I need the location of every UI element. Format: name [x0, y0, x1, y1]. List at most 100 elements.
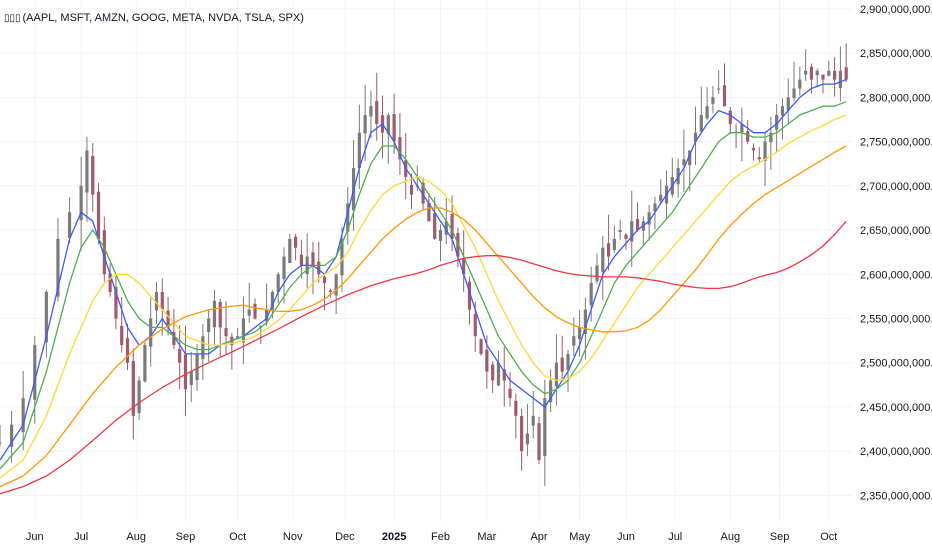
- candle-body: [450, 213, 454, 239]
- y-tick-label: 2,700,000,000.00: [860, 181, 932, 193]
- candle-body: [160, 292, 164, 310]
- candle-body: [728, 110, 732, 124]
- x-tick-label: Jul: [74, 531, 88, 543]
- candle-body: [566, 353, 570, 371]
- x-tick-label: Jun: [26, 531, 44, 543]
- x-tick-label: 2025: [382, 531, 406, 543]
- candle-body: [79, 185, 83, 221]
- candle-body: [560, 357, 564, 372]
- candle-body: [369, 106, 373, 117]
- y-tick-label: 2,850,000,000.00: [860, 48, 932, 60]
- x-tick-label: Aug: [720, 531, 740, 543]
- candle-body: [479, 339, 483, 354]
- candle-body: [21, 398, 25, 433]
- candle-body: [85, 150, 89, 193]
- x-tick-label: Dec: [335, 531, 355, 543]
- candle-body: [56, 238, 60, 297]
- candle-body: [809, 66, 814, 80]
- x-tick-label: Aug: [126, 531, 146, 543]
- candle-body: [438, 230, 443, 241]
- candle-body: [137, 380, 141, 414]
- ma-line-4: [0, 220, 847, 495]
- candle-body: [183, 354, 188, 390]
- candle-body: [433, 213, 437, 239]
- x-tick-label: Sep: [770, 531, 790, 543]
- candle-body: [386, 115, 390, 134]
- legend-symbols-text: (AAPL, MSFT, AMZN, GOOG, META, NVDA, TSL…: [22, 12, 304, 24]
- candle-body: [207, 318, 211, 333]
- ma-line-1: [0, 101, 847, 470]
- candle-body: [757, 157, 761, 160]
- candle-body: [635, 219, 640, 231]
- candle-body: [91, 155, 95, 195]
- candle-body: [178, 349, 182, 363]
- candle-body: [357, 132, 361, 169]
- candle-body: [149, 318, 153, 347]
- candle-body: [792, 88, 796, 99]
- candle-body: [322, 276, 327, 284]
- candle-body: [444, 221, 448, 235]
- candle-body: [282, 256, 286, 280]
- ma-line-3: [0, 145, 847, 488]
- candle-body: [775, 115, 779, 130]
- candle-body: [212, 300, 217, 328]
- candle-body: [114, 287, 118, 319]
- price-axis: 2,350,000,000.00 2,400,000,000.00 2,450,00…: [860, 4, 932, 503]
- candle-body: [659, 194, 663, 201]
- candle-body: [288, 238, 292, 264]
- time-axis: Jun Jul Aug Sep Oct Nov Dec 2025 Feb Mar Apr May Jun…: [26, 531, 837, 543]
- candle-body: [166, 310, 170, 328]
- candle-body: [409, 184, 414, 195]
- candle-body: [218, 301, 222, 328]
- candle-body: [554, 362, 559, 387]
- candle-body: [102, 230, 106, 275]
- candle-body: [496, 362, 501, 386]
- candle-body: [328, 290, 332, 292]
- candle-body: [821, 74, 825, 80]
- candle-body: [711, 97, 715, 104]
- candle-body: [520, 415, 524, 452]
- candle-body: [844, 67, 848, 80]
- candle-body: [653, 203, 657, 212]
- candle-body: [699, 115, 703, 132]
- candle-body: [120, 325, 124, 346]
- candle-body: [253, 303, 257, 319]
- x-tick-label: Jun: [617, 531, 635, 543]
- candle-body: [647, 212, 651, 225]
- candle-body: [247, 309, 251, 316]
- candle-body: [572, 336, 576, 346]
- x-tick-label: Sep: [176, 531, 196, 543]
- candle-body: [630, 221, 634, 242]
- candle-body: [485, 349, 489, 372]
- candle-body: [311, 252, 315, 266]
- candle-body: [717, 88, 721, 90]
- candle-body: [241, 318, 246, 343]
- candle-body: [531, 415, 535, 426]
- candle-body: [473, 314, 477, 337]
- x-tick-label: Jul: [668, 531, 682, 543]
- candle-body: [804, 70, 808, 75]
- y-tick-label: 2,400,000,000.00: [860, 446, 932, 458]
- candle-body: [769, 132, 773, 143]
- candle-body: [514, 400, 518, 416]
- candle-body: [398, 137, 402, 160]
- legend-title: ▯▯▯ (AAPL, MSFT, AMZN, GOOG, META, NVDA, …: [4, 12, 304, 24]
- candle-body: [746, 131, 750, 142]
- candle-body: [299, 254, 303, 266]
- candle-body: [722, 85, 727, 107]
- x-tick-label: Apr: [530, 531, 547, 543]
- candle-body: [786, 97, 790, 111]
- ma-line-0: [0, 78, 847, 461]
- candle-body: [798, 79, 802, 89]
- candle-body: [293, 236, 298, 248]
- y-tick-label: 2,900,000,000.00: [860, 4, 932, 16]
- candle-body: [583, 309, 587, 335]
- y-tick-label: 2,550,000,000.00: [860, 314, 932, 326]
- candle-body: [751, 147, 756, 151]
- candle-body: [154, 291, 159, 311]
- x-tick-label: Mar: [477, 531, 496, 543]
- candle-body: [682, 159, 686, 166]
- candle-body: [195, 353, 199, 381]
